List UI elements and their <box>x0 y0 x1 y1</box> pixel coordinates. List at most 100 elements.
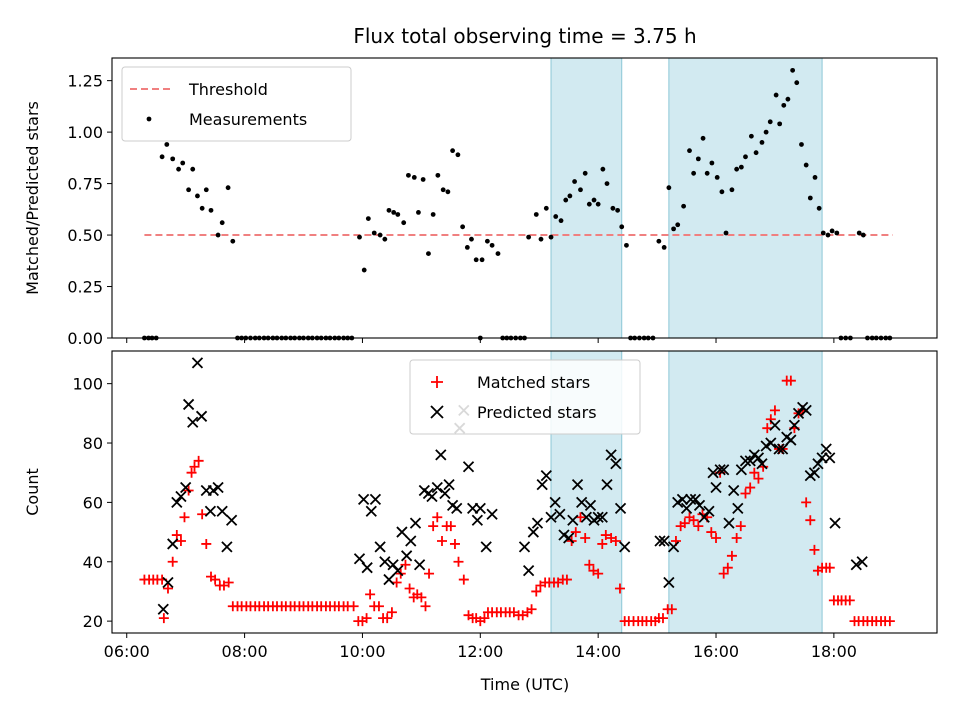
data-point <box>731 533 742 544</box>
data-point <box>824 562 835 573</box>
data-point <box>489 242 495 248</box>
data-point <box>522 565 535 577</box>
data-point <box>180 481 192 494</box>
data-point <box>543 205 549 211</box>
data-point <box>374 541 386 553</box>
data-point <box>203 187 209 193</box>
data-point <box>575 512 586 523</box>
bottom-panel: 20 40 60 80 100 06:00 08:00 10:00 12:00 14:00 16:0… <box>23 350 938 661</box>
legend-swatch <box>146 116 152 122</box>
data-point <box>624 242 629 248</box>
data-point <box>745 482 756 493</box>
y-axis-label: Count <box>23 468 42 516</box>
data-point <box>762 423 773 434</box>
data-point <box>204 505 217 517</box>
plot-frame <box>111 350 938 634</box>
data-point <box>392 565 404 577</box>
data-point <box>687 148 692 154</box>
data-point <box>189 461 200 472</box>
data-point <box>812 175 818 180</box>
data-point <box>431 481 443 494</box>
data-point <box>691 170 697 176</box>
data-point <box>790 67 796 73</box>
x-tick-label: 16:00 <box>693 642 739 661</box>
data-point <box>435 172 441 178</box>
data-point <box>600 166 606 172</box>
data-point <box>391 577 402 588</box>
data-point <box>748 133 754 139</box>
data-point <box>718 568 729 579</box>
data-point <box>175 535 186 546</box>
data-point <box>753 150 759 156</box>
data-point <box>216 505 228 517</box>
legend-box <box>409 359 641 435</box>
data-point <box>884 616 895 627</box>
data-point <box>527 526 539 538</box>
data-point <box>803 162 809 168</box>
data-point <box>473 257 479 263</box>
data-point <box>756 458 768 470</box>
data-point <box>593 568 604 579</box>
data-point <box>567 514 579 526</box>
data-point <box>471 514 483 526</box>
data-point <box>656 238 662 244</box>
data-point <box>580 533 591 544</box>
data-point <box>816 205 822 211</box>
data-point <box>576 496 588 509</box>
data-point <box>395 212 401 217</box>
data-point <box>221 541 233 553</box>
data-point <box>179 512 190 523</box>
data-point <box>195 410 208 422</box>
data-point <box>365 589 376 600</box>
data-point <box>533 212 539 217</box>
data-point <box>479 257 485 263</box>
data-point <box>825 232 831 238</box>
data-point <box>614 502 627 514</box>
data-point <box>563 532 575 544</box>
data-point <box>714 175 720 180</box>
data-point <box>474 502 486 514</box>
data-point <box>383 573 395 586</box>
data-point <box>219 220 225 226</box>
data-point <box>176 166 181 172</box>
data-point <box>195 193 200 199</box>
data-point <box>801 497 812 508</box>
data-point <box>162 583 173 594</box>
data-point <box>675 222 681 228</box>
data-point <box>549 496 561 509</box>
data-point <box>610 205 616 211</box>
data-point <box>187 416 199 428</box>
data-point <box>695 156 701 162</box>
data-point <box>666 604 677 615</box>
x-tick-label: 18:00 <box>811 642 857 661</box>
data-point <box>215 232 221 238</box>
data-point <box>437 535 447 546</box>
data-point <box>223 577 234 588</box>
data-point <box>445 189 451 195</box>
y-tick-label: 40 <box>83 553 103 572</box>
data-point <box>820 443 832 455</box>
data-point <box>693 499 706 511</box>
data-point <box>373 601 384 612</box>
data-point <box>676 493 689 506</box>
data-point <box>769 419 781 431</box>
legend-swatch <box>431 376 443 388</box>
data-point <box>538 236 544 242</box>
data-point <box>834 230 840 236</box>
data-point <box>526 604 537 615</box>
data-point <box>800 404 812 417</box>
data-point <box>658 535 670 547</box>
data-point <box>773 92 779 98</box>
data-point <box>193 455 204 466</box>
data-point <box>667 541 680 553</box>
data-point <box>707 467 719 479</box>
data-point <box>600 530 611 541</box>
data-point <box>455 152 461 158</box>
data-point <box>785 375 796 386</box>
data-point <box>357 234 362 240</box>
data-point <box>558 218 564 224</box>
data-point <box>404 583 415 594</box>
data-point <box>450 148 456 154</box>
y-axis-label: Matched/Predicted stars <box>23 101 42 295</box>
data-point <box>592 511 604 523</box>
